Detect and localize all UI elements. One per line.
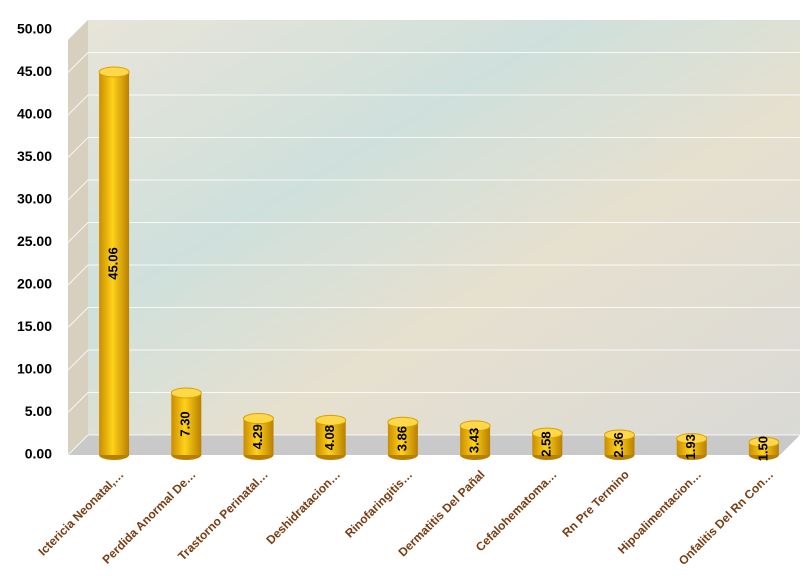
value-label: 3.86 bbox=[394, 426, 409, 451]
x-tick-label: Deshidratacion… bbox=[263, 467, 343, 547]
x-tick-label: Rinofaringitis… bbox=[342, 467, 415, 540]
y-tick-label: 15.00 bbox=[17, 318, 52, 334]
x-tick-label: Cefalohematoma… bbox=[473, 467, 560, 554]
value-label: 7.30 bbox=[178, 411, 193, 436]
y-tick-label: 10.00 bbox=[17, 361, 52, 377]
value-label: 45.06 bbox=[106, 247, 121, 280]
side-wall bbox=[68, 20, 88, 455]
value-label: 4.29 bbox=[250, 424, 265, 449]
y-tick-label: 30.00 bbox=[17, 191, 52, 207]
value-label: 1.50 bbox=[755, 436, 770, 461]
y-tick-label: 25.00 bbox=[17, 233, 52, 249]
value-label: 2.36 bbox=[611, 432, 626, 457]
y-tick-label: 35.00 bbox=[17, 148, 52, 164]
chart: 0.00 5.00 10.00 15.00 20.00 25.00 30.00 35.00 40… bbox=[0, 0, 803, 571]
value-label: 3.43 bbox=[467, 428, 482, 453]
y-tick-label: 40.00 bbox=[17, 106, 52, 122]
value-label: 4.08 bbox=[322, 425, 337, 450]
y-tick-label: 50.00 bbox=[17, 21, 52, 37]
y-tick-label: 0.00 bbox=[25, 446, 52, 462]
value-label: 1.93 bbox=[683, 434, 698, 459]
y-tick-label: 5.00 bbox=[25, 403, 52, 419]
y-tick-label: 20.00 bbox=[17, 276, 52, 292]
value-label: 2.58 bbox=[539, 431, 554, 456]
x-tick-label: Rn Pre Termino bbox=[559, 467, 631, 539]
y-tick-label: 45.00 bbox=[17, 63, 52, 79]
